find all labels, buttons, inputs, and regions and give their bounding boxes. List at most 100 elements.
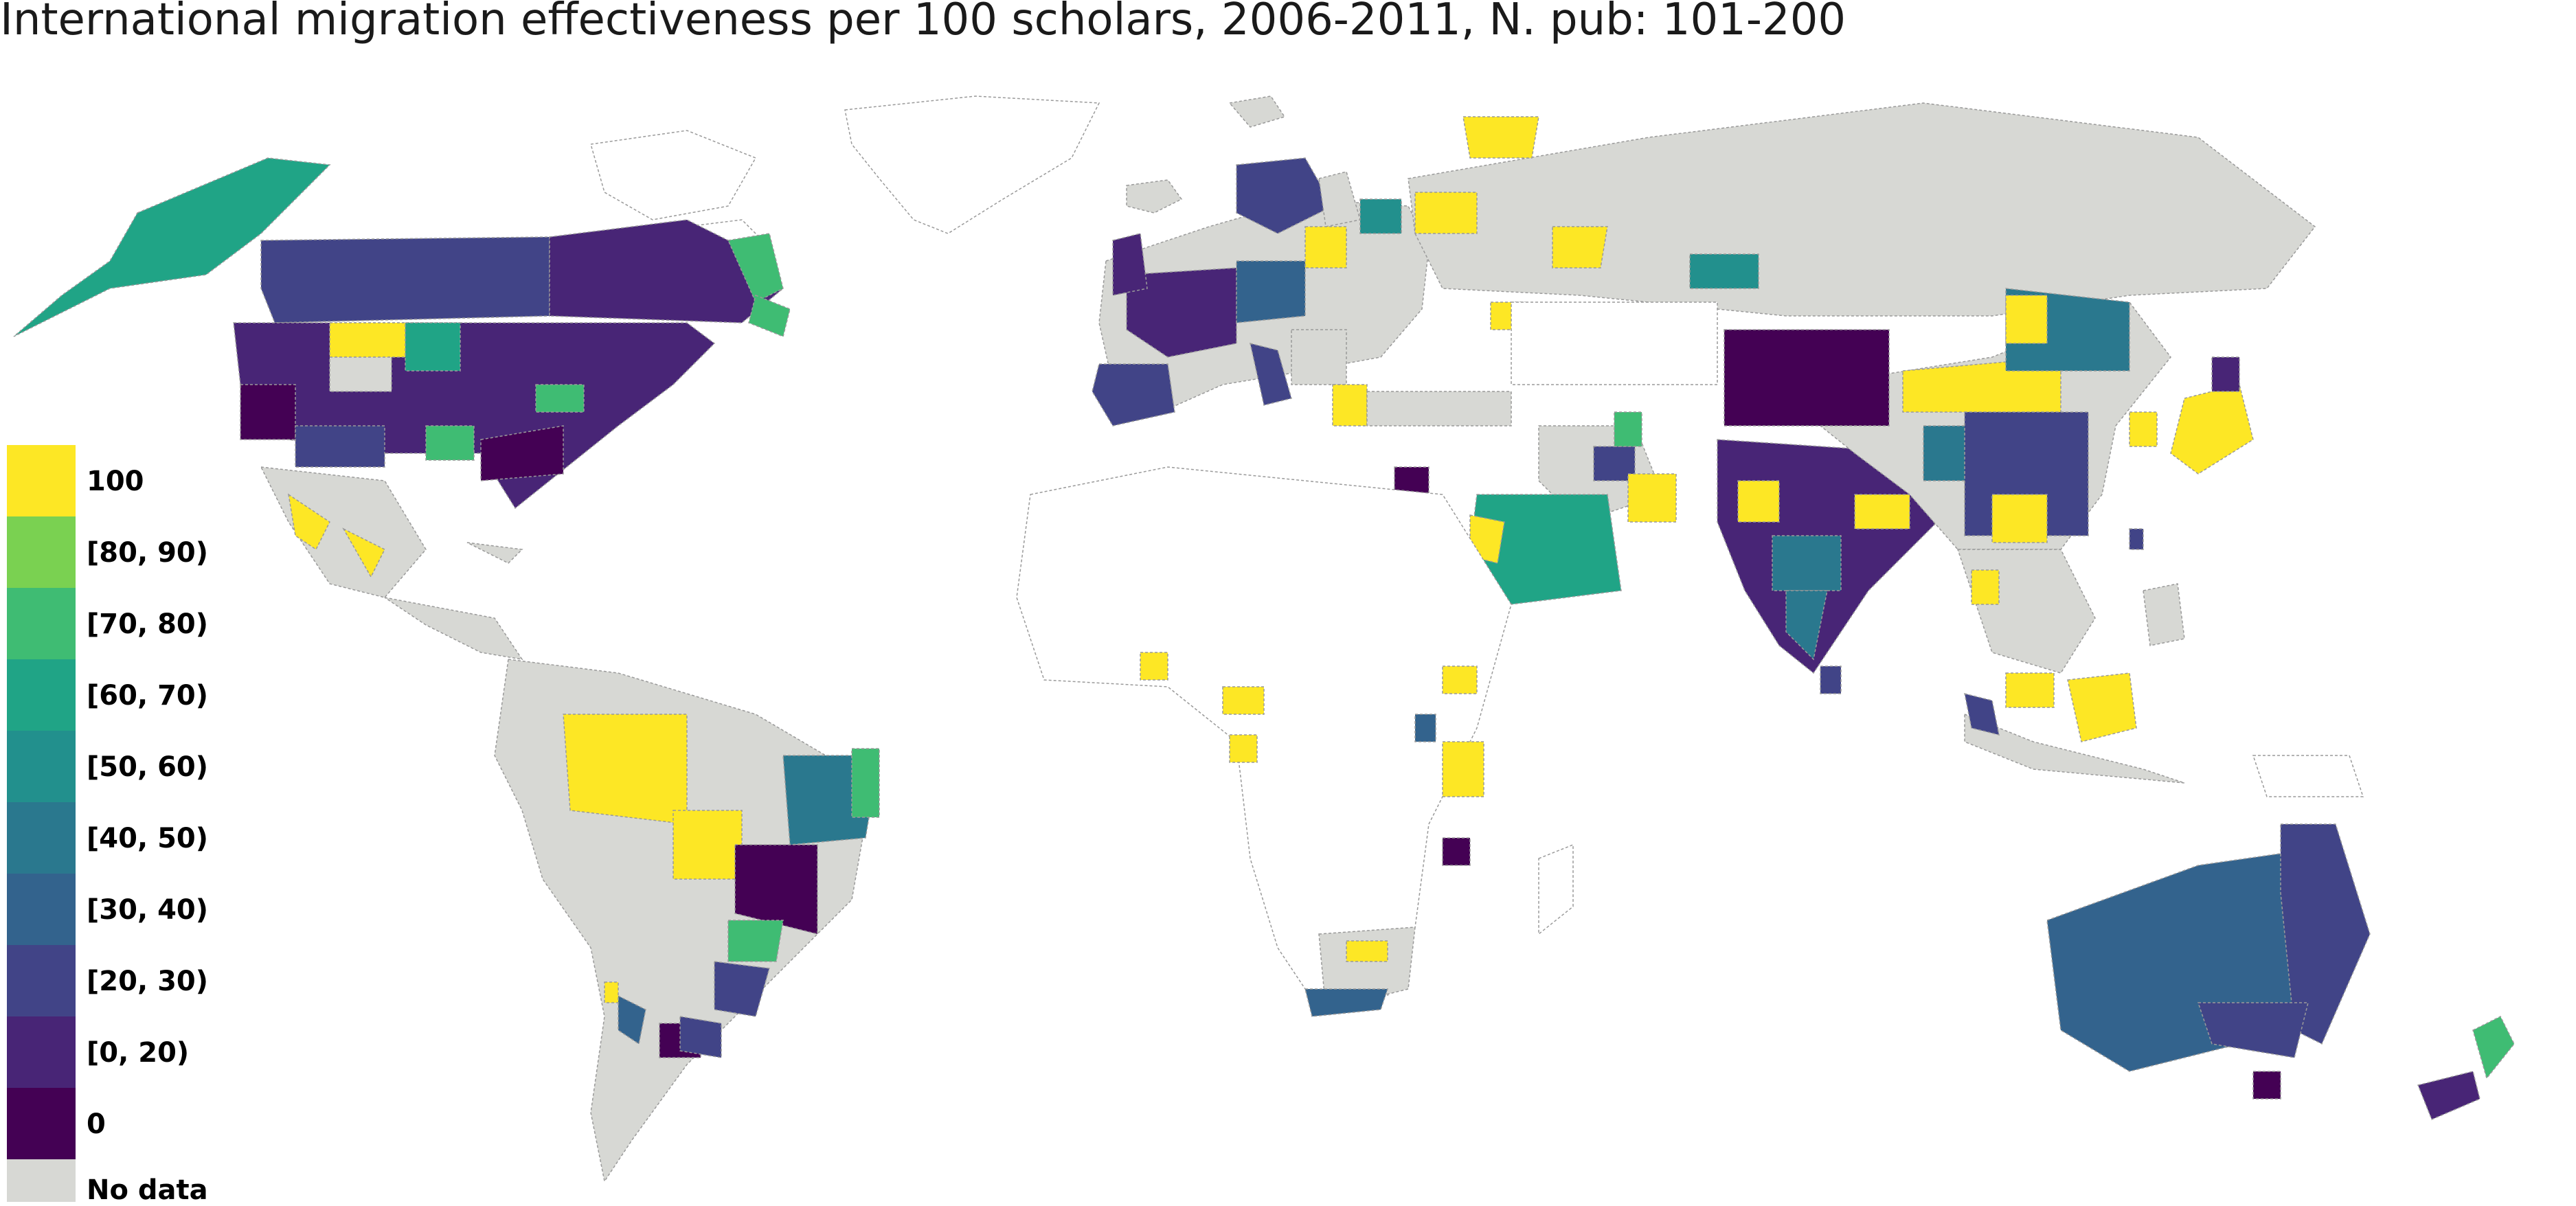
borneo	[2067, 672, 2137, 742]
legend-item: [80, 90)	[7, 516, 240, 588]
africa	[1016, 466, 1512, 1010]
canada-west	[260, 236, 550, 323]
usa-dakota	[329, 356, 392, 392]
legend-label: 100	[87, 466, 144, 497]
uruguay	[679, 1016, 722, 1058]
baltics	[1359, 198, 1402, 234]
northeast-china-b	[2005, 295, 2048, 344]
philippines	[2143, 583, 2185, 646]
legend-item: No data	[7, 1159, 240, 1206]
ghana-region	[1140, 652, 1168, 681]
australia-east	[2280, 823, 2371, 1045]
legend-item: [60, 70)	[7, 659, 240, 731]
western-europe	[1126, 267, 1237, 358]
saudi-arabia	[1469, 494, 1622, 605]
legend-label: No data	[87, 1174, 208, 1206]
legend-swatch	[7, 802, 76, 874]
legend-swatch	[7, 874, 76, 945]
legend-swatch	[7, 588, 76, 659]
japan	[2170, 384, 2254, 475]
madagascar	[1538, 843, 1574, 935]
legend-swatch	[7, 1159, 76, 1202]
china-central	[1923, 425, 1965, 481]
thailand-region	[1971, 569, 2000, 605]
brazil-north-west	[673, 810, 743, 880]
scandinavia	[1236, 157, 1334, 234]
sumatra	[1964, 692, 2000, 736]
kenya-region	[1442, 741, 1484, 797]
usa-southeast	[480, 425, 564, 481]
world-choropleth-map	[13, 95, 2515, 1183]
finland	[1318, 171, 1361, 227]
legend-item: [20, 30)	[7, 945, 240, 1016]
legend-label: [50, 60)	[87, 751, 209, 783]
sichuan	[1991, 494, 2048, 543]
kazakhstan	[1511, 302, 1718, 385]
india-south	[1785, 590, 1828, 661]
legend-swatch	[7, 445, 76, 516]
brazil-east	[851, 748, 880, 818]
italy	[1250, 342, 1292, 406]
legend-label: [70, 80)	[87, 608, 209, 640]
caspian-region	[1614, 411, 1642, 447]
mexico-states	[287, 493, 386, 578]
map-title: International migration effectiveness pe…	[0, 0, 1846, 45]
canada-east	[549, 219, 784, 323]
iberia	[1092, 363, 1175, 426]
balkans	[1291, 329, 1347, 385]
xinjiang	[1724, 329, 1890, 426]
india-central	[1772, 535, 1842, 591]
poland-region	[1304, 226, 1347, 269]
central-europe	[1236, 260, 1306, 323]
legend-item: [40, 50)	[7, 802, 240, 874]
brazil-north	[563, 714, 688, 825]
arabia-coast	[1469, 514, 1505, 564]
legend-label: 0	[87, 1108, 106, 1140]
quebec-maritimes	[727, 233, 784, 304]
brazil-south	[727, 920, 784, 962]
legend-label: [0, 20)	[87, 1037, 190, 1069]
legend-label: [60, 70)	[87, 680, 209, 712]
russia-central	[1689, 253, 1759, 289]
australia-southeast	[2197, 1002, 2309, 1058]
iceland	[1126, 179, 1183, 214]
india-east	[1854, 494, 1910, 530]
argentina-region	[618, 994, 646, 1045]
uganda	[1414, 714, 1436, 742]
uk	[1112, 233, 1148, 296]
pakistan	[1627, 473, 1677, 523]
chile-region	[604, 981, 619, 1003]
tasmania	[2252, 1071, 2281, 1100]
usa-mountain	[240, 384, 296, 440]
legend-label: [40, 50)	[87, 823, 209, 854]
korea	[2129, 411, 2158, 447]
nigeria-region	[1222, 686, 1265, 715]
legend-label: [80, 90)	[87, 537, 209, 569]
new-zealand-south	[2417, 1071, 2481, 1120]
indonesia	[1964, 713, 2185, 784]
cameroon	[1229, 734, 1258, 763]
legend-label: [20, 30)	[87, 966, 209, 997]
legend-item: 0	[7, 1088, 240, 1159]
usa-north-plains-a	[329, 322, 406, 358]
legend-swatch	[7, 1088, 76, 1159]
legend-item: [50, 60)	[7, 731, 240, 802]
legend-item: [70, 80)	[7, 588, 240, 659]
alaska	[13, 157, 331, 337]
svalbard	[1228, 95, 1286, 128]
legend-item: [0, 20)	[7, 1016, 240, 1088]
mexico	[260, 466, 427, 598]
russia	[1408, 102, 2316, 317]
russia-west-b	[1462, 116, 1539, 159]
south-africa-coast	[1304, 988, 1389, 1017]
malaysia	[2005, 672, 2055, 708]
legend-item: [30, 40)	[7, 874, 240, 945]
new-zealand-north	[2472, 1015, 2515, 1080]
legend-swatch	[7, 945, 76, 1016]
usa-east	[535, 384, 585, 413]
greenland	[844, 95, 1100, 234]
taiwan	[2129, 528, 2144, 550]
south-africa-a	[1346, 940, 1388, 962]
usa-mid	[295, 425, 385, 468]
newfoundland	[748, 294, 791, 338]
